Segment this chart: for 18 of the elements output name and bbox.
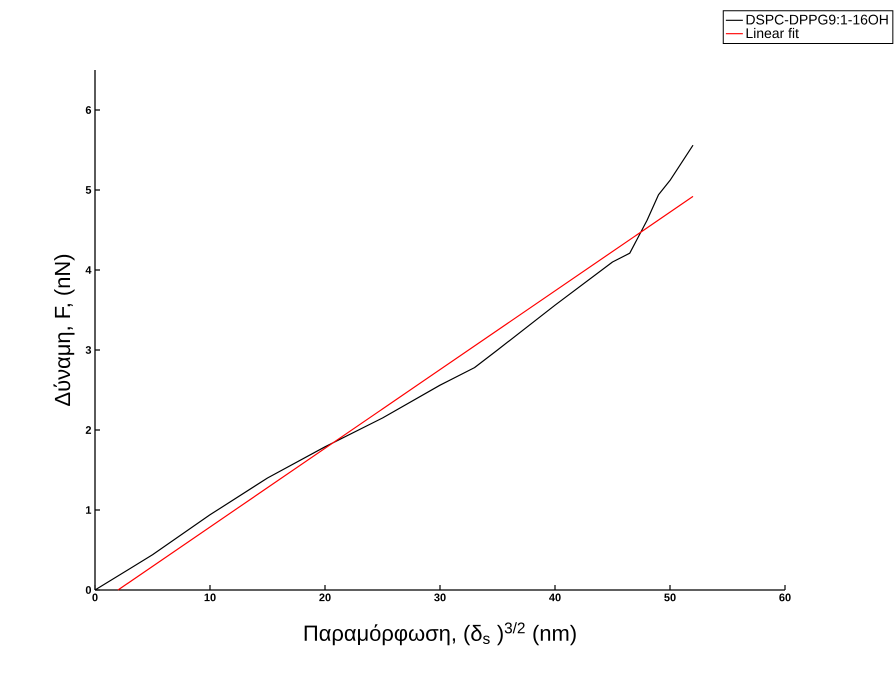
y-tick-label: 5 [86,186,92,194]
x-tick-label: 60 [779,594,791,602]
y-tick-label: 3 [86,346,92,354]
x-tick-label: 40 [549,594,561,602]
y-tick-label: 0 [86,586,92,594]
x-axis-title: Παραμόρφωση, (δ$_{s}$ )$^{3/2}$ (nm) [304,622,576,646]
x-tick-label: 50 [664,594,676,602]
y-tick-label: 2 [86,426,92,434]
legend-label: DSPC-DPPG9:1-16OH [746,14,888,25]
y-tick-label: 4 [86,266,92,274]
y-axis-title: Δύναμη, F, (nN) [53,254,75,406]
x-tick-label: 30 [434,594,446,602]
y-tick-label: 6 [86,106,92,114]
x-tick-label: 10 [204,594,216,602]
x-tick-label: 20 [319,594,331,602]
legend-label: Linear fit [746,28,799,38]
x-tick-label: 0 [92,594,98,602]
y-tick-label: 1 [86,506,92,514]
